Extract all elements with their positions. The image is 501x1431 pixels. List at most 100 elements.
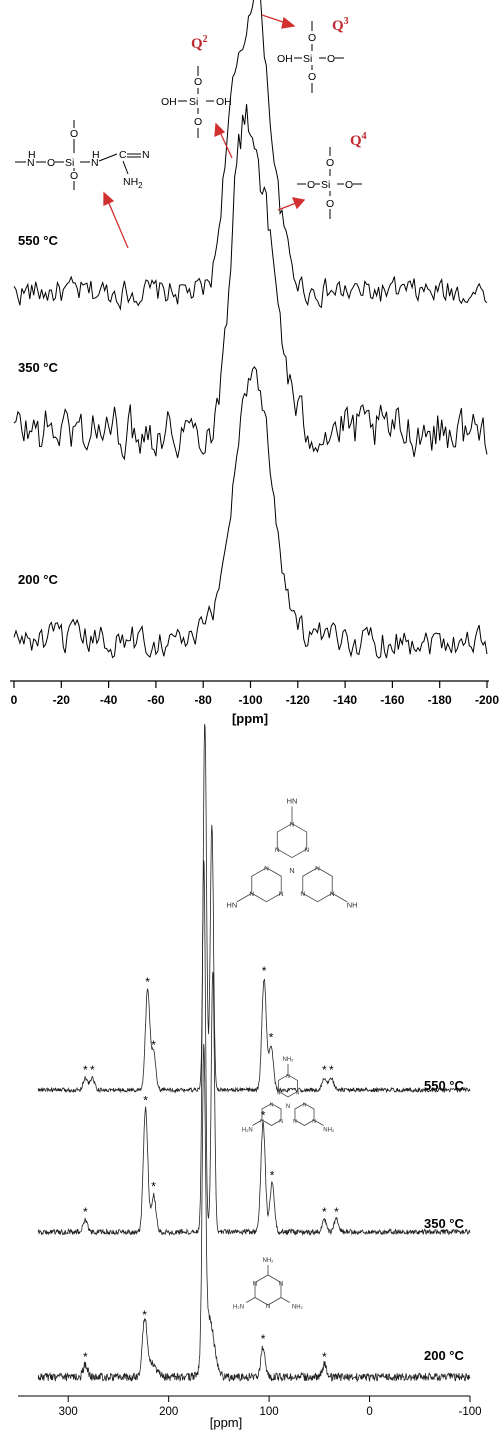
svg-text:O: O [194,76,202,88]
svg-text:N: N [293,1119,297,1125]
svg-text:N: N [290,822,295,829]
svg-text:C: C [119,149,127,161]
bottom-x-tick-label: 200 [159,1406,178,1418]
svg-text:Si: Si [189,96,198,108]
sideband-star: * [261,1108,266,1122]
svg-text:HN: HN [287,797,298,806]
spectrum-550C-si [13,0,488,311]
svg-text:OH: OH [161,96,177,108]
top-x-tick-label: -40 [100,693,118,707]
melamine-structure: NH₂ NH₂ H₂N N N N [233,1258,304,1311]
svg-text:N: N [275,847,280,854]
spinning-sideband-markers: * ****** ******* ***** [83,964,339,1364]
svg-text:OH: OH [277,53,293,65]
svg-text:N: N [315,866,320,873]
svg-text:N: N [312,1119,316,1125]
bottom-x-tick-label: 0 [366,1406,372,1418]
svg-text:N: N [330,891,335,898]
spectrum-550C-c [37,724,471,1094]
top-x-tick-label: 0 [11,693,18,707]
bottom-x-tick-label: 100 [260,1406,279,1418]
top-x-tick-label: -180 [428,693,452,707]
svg-text:NH₂: NH₂ [283,1057,295,1063]
svg-text:N: N [289,866,294,875]
svg-text:O: O [70,128,78,140]
svg-text:O: O [308,32,316,44]
sideband-star: * [151,1180,156,1194]
sideband-star: * [322,1063,327,1077]
top-x-tick-label: -160 [380,693,404,707]
svg-text:N: N [279,891,284,898]
temp-label-550-top: 550 °C [18,233,59,248]
sideband-star: * [90,1063,95,1077]
svg-text:O: O [345,179,353,191]
svg-text:H₂N: H₂N [242,1128,253,1134]
top-x-tick-label: -200 [475,693,499,707]
sideband-star: * [270,1168,275,1182]
q4-structure: O O O Si O [297,147,362,219]
temp-label-350-top: 350 °C [18,360,59,375]
sideband-star: * [329,1063,334,1077]
q2-label: Q2 [191,34,208,52]
svg-text:NH2: NH2 [123,176,143,190]
svg-text:O: O [70,170,78,182]
svg-text:N: N [286,1074,290,1080]
svg-text:NH₂: NH₂ [263,1258,275,1264]
q3-label: Q3 [332,16,349,34]
sideband-star: * [269,1031,274,1045]
sideband-star: * [334,1205,339,1219]
top-plot-frame [10,0,489,681]
temp-label-200-top: 200 °C [18,572,59,587]
silane-guanidine-structure: H O O N O Si H N C N NH2 [15,120,150,190]
bottom-x-tick-label: 300 [59,1406,78,1418]
svg-text:Si: Si [321,179,330,191]
temp-label-550-bottom: 550 °C [424,1078,465,1093]
si29-nmr-panel: 0 -20 -40 -60 -80 -100 -120 -140 -160 -180 -200 [p… [10,0,499,726]
svg-text:O: O [326,198,334,210]
svg-text:N: N [260,1119,264,1125]
sideband-star: * [83,1205,88,1219]
temp-label-200-bottom: 200 °C [424,1348,465,1363]
svg-text:N: N [300,891,305,898]
svg-text:N: N [270,1103,274,1109]
svg-text:N: N [286,1104,290,1110]
svg-text:N: N [27,157,35,169]
svg-text:N: N [279,1119,283,1125]
q2-structure: O O OH Si OH [161,66,232,138]
top-x-tick-label: -120 [286,693,310,707]
svg-text:NH₂: NH₂ [323,1128,335,1134]
sideband-star: * [145,975,150,989]
svg-text:N: N [142,149,150,161]
red-arrows [103,14,306,249]
svg-text:O: O [47,157,55,169]
q3-structure: O O OH Si O [277,21,344,93]
svg-text:N: N [253,1281,258,1288]
sideband-star: * [142,1308,147,1322]
spectrum-350C-c [37,860,471,1237]
svg-text:O: O [307,179,315,191]
top-x-axis-label: [ppm] [232,711,268,726]
sideband-star: * [151,1038,156,1052]
svg-text:N: N [303,1103,307,1109]
top-x-tick-label: -60 [147,693,165,707]
q4-label: Q4 [350,131,367,149]
sideband-star: * [83,1063,88,1077]
spectrum-200C-si [13,365,488,659]
sideband-star: * [143,1093,148,1107]
sideband-star: * [262,964,267,978]
svg-text:N: N [304,847,309,854]
spectrum-200C-c [37,1043,471,1383]
top-x-tick-label: -20 [53,693,71,707]
svg-text:H: H [28,149,36,161]
sideband-star: * [261,1332,266,1346]
sideband-star: * [322,1205,327,1219]
svg-text:O: O [308,71,316,83]
bottom-x-axis-label: [ppm] [210,1415,243,1430]
svg-text:N: N [266,1303,271,1310]
svg-text:N: N [277,1090,281,1096]
svg-text:N: N [91,157,99,169]
top-x-ticks: 0 -20 -40 -60 -80 -100 -120 -140 -160 -180 -200 [11,681,499,707]
